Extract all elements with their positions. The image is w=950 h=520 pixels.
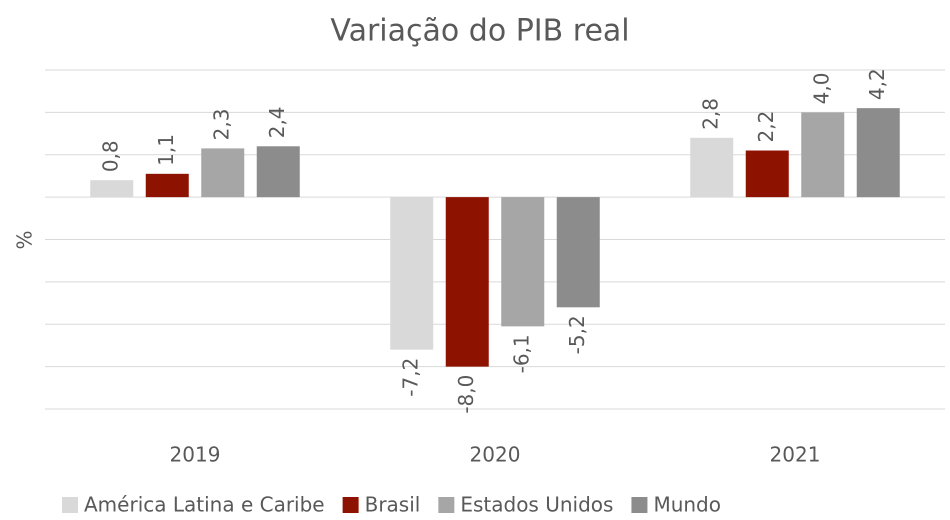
legend-swatch [631, 497, 648, 513]
data-label: 2,3 [209, 109, 233, 141]
bar [145, 173, 189, 198]
data-label: 4,0 [809, 73, 833, 105]
legend-swatch [342, 497, 359, 513]
data-label: 2,4 [265, 106, 289, 138]
data-label: 1,1 [154, 134, 178, 166]
bar [801, 112, 845, 198]
bar [501, 197, 545, 327]
bar [856, 108, 900, 198]
data-label: 0,8 [98, 140, 122, 172]
legend-label: América Latina e Caribe [84, 493, 325, 517]
legend-swatch [62, 497, 78, 513]
x-tick-label: 2019 [170, 443, 221, 467]
y-axis-label: % [13, 230, 37, 249]
data-label: -5,2 [565, 315, 589, 354]
bar [556, 197, 600, 308]
bar [690, 137, 734, 198]
data-label: 2,2 [754, 111, 778, 143]
x-tick-label: 2020 [470, 443, 521, 467]
data-label: -7,2 [398, 358, 422, 397]
legend-swatch [438, 497, 455, 513]
legend-label: Brasil [365, 493, 421, 517]
data-label: 2,8 [698, 98, 722, 130]
legend-label: Mundo [653, 493, 721, 517]
bar [390, 197, 434, 350]
bar [201, 148, 245, 198]
x-tick-label: 2021 [770, 443, 821, 467]
bar [90, 180, 134, 198]
legend-label: Estados Unidos [460, 493, 613, 517]
data-label: 4,2 [865, 68, 889, 100]
bar [745, 150, 789, 198]
chart-title: Variação do PIB real [330, 14, 629, 49]
bar [445, 197, 489, 367]
data-label: -8,0 [454, 375, 478, 414]
bar [256, 146, 300, 198]
data-label: -6,1 [509, 334, 533, 373]
